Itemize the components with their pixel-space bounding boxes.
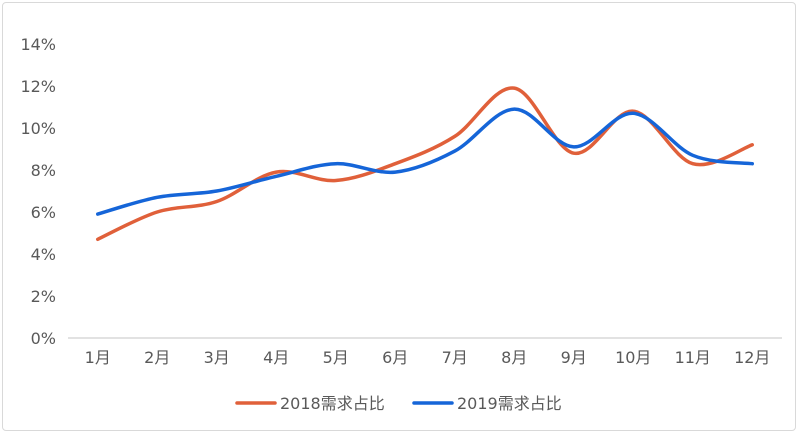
y-tick-label: 14% [20,35,56,54]
x-tick-label: 7月 [442,348,468,367]
x-tick-label: 10月 [615,348,651,367]
series-line-2 [96,107,754,216]
x-tick-label: 5月 [323,348,349,367]
y-tick-label: 0% [31,329,56,348]
y-tick-label: 8% [31,161,56,180]
y-tick-label: 10% [20,119,56,138]
x-axis-ticks: 1月 2月 3月 4月 5月 6月 7月 8月 9月 10月 11月 12月 [85,348,771,367]
x-tick-label: 12月 [734,348,770,367]
legend: 2018需求占比 2019需求占比 [235,394,562,413]
y-tick-label: 2% [31,287,56,306]
x-tick-label: 4月 [263,348,289,367]
x-tick-label: 3月 [204,348,230,367]
legend-label-2: 2019需求占比 [457,394,562,413]
y-axis-ticks: 0% 2% 4% 6% 8% 10% 12% 14% [20,35,56,348]
x-tick-label: 9月 [561,348,587,367]
x-tick-label: 6月 [382,348,408,367]
y-tick-label: 4% [31,245,56,264]
chart-frame [2,2,796,431]
x-tick-label: 8月 [501,348,527,367]
series-lines [96,86,754,242]
x-tick-label: 2月 [144,348,170,367]
y-tick-label: 12% [20,77,56,96]
y-tick-label: 6% [31,203,56,222]
x-tick-label: 11月 [675,348,711,367]
x-tick-label: 1月 [85,348,111,367]
legend-label-1: 2018需求占比 [280,394,385,413]
